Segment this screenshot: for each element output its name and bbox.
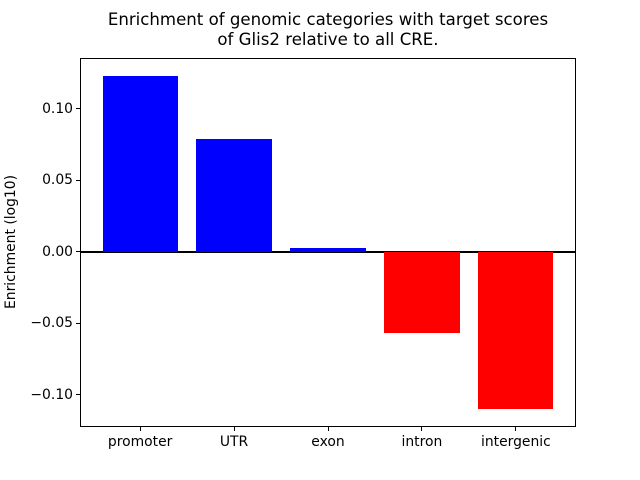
- bar-exon: [290, 247, 366, 252]
- y-tick-mark: [76, 251, 80, 253]
- y-tick-label: 0.05: [42, 172, 73, 189]
- y-tick-mark: [76, 108, 80, 110]
- x-tick-label-UTR: UTR: [219, 434, 249, 450]
- y-tick-label: −0.10: [30, 386, 73, 403]
- plot-area: [80, 58, 576, 427]
- y-tick-label: −0.05: [30, 315, 73, 332]
- bar-UTR: [196, 138, 272, 252]
- chart-title: Enrichment of genomic categories with ta…: [80, 10, 576, 50]
- x-tick-label-promoter: promoter: [107, 434, 173, 450]
- x-tick-label-intergenic: intergenic: [480, 434, 551, 450]
- x-tick-mark: [327, 427, 329, 431]
- bar-intron: [384, 251, 460, 334]
- zero-line: [80, 250, 576, 254]
- y-tick-label: 0.10: [42, 100, 73, 117]
- y-tick-mark: [76, 179, 80, 181]
- bar-promoter: [102, 75, 178, 252]
- chart-title-line1: Enrichment of genomic categories with ta…: [107, 10, 549, 29]
- x-tick-mark: [421, 427, 423, 431]
- chart-title-line2: of Glis2 relative to all CRE.: [217, 30, 439, 49]
- x-tick-mark: [233, 427, 235, 431]
- x-tick-mark: [515, 427, 517, 431]
- x-tick-mark: [139, 427, 141, 431]
- x-tick-label-exon: exon: [311, 434, 345, 450]
- bar-intergenic: [478, 251, 554, 410]
- x-tick-label-intron: intron: [401, 434, 443, 450]
- y-tick-label: 0.00: [42, 243, 73, 260]
- y-tick-mark: [76, 322, 80, 324]
- y-tick-mark: [76, 394, 80, 396]
